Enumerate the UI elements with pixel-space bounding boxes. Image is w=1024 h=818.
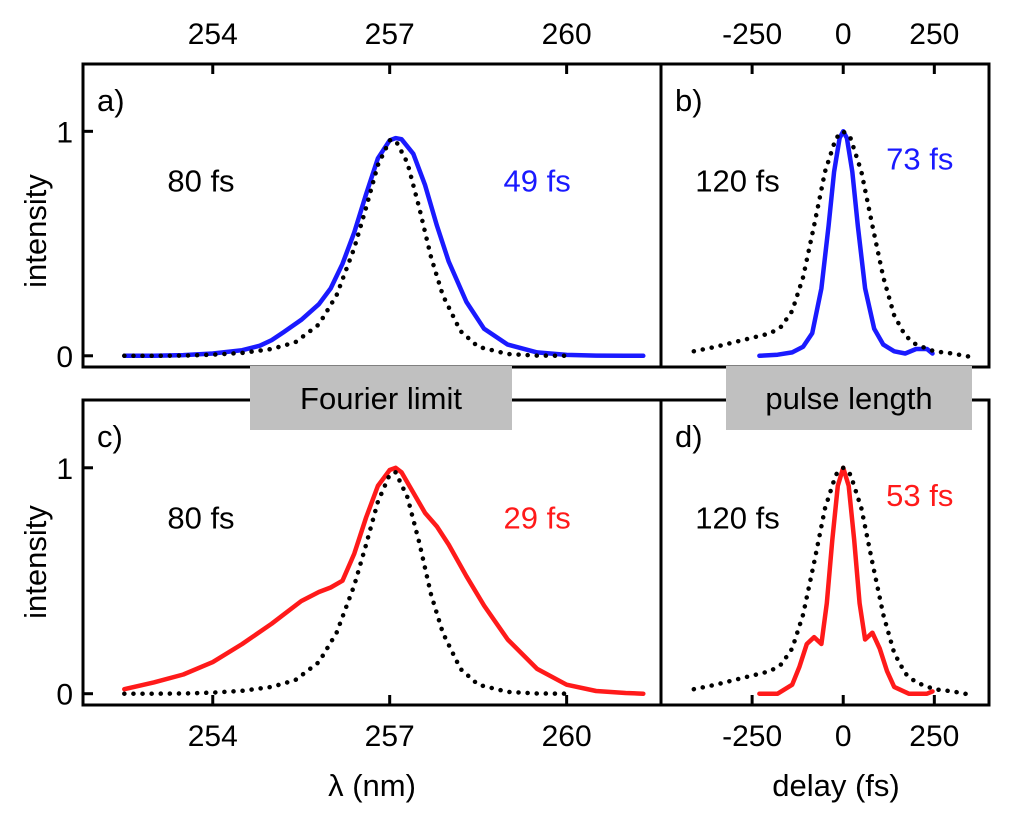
panel-a-x-tick-label: 254 [188, 18, 238, 51]
panel-c-series-solid [122, 465, 646, 696]
panel-b-annotation-1: 120 fs [695, 164, 779, 199]
plots: 254 257 260 0 1 a) 80 fs 49 fs -250 0 250 b) 120 fs 7… [56, 18, 974, 753]
panel-b-annotation-2: 73 fs [886, 141, 953, 176]
panel-c-annotation-1: 80 fs [167, 500, 234, 535]
panel-d-series-solid [757, 465, 935, 696]
panel-d-x-tick-label: 0 [835, 720, 852, 753]
panel-d-annotation-2: 53 fs [886, 478, 953, 513]
panel-c-series-dotted [122, 470, 569, 696]
panel-a-frame [81, 62, 663, 369]
panel-b-x-tick-label: -250 [722, 18, 782, 51]
panel-a-annotation-1: 80 fs [167, 164, 234, 199]
panel-a-x-tick-label: 257 [365, 18, 415, 51]
panel-b-label: b) [675, 83, 703, 118]
panel-d-x-tick-label: -250 [722, 720, 782, 753]
panel-a-y-tick-label: 1 [56, 116, 73, 149]
panel-a-series-solid [122, 135, 646, 359]
panel-c-label: c) [97, 419, 123, 454]
panel-c-x-tick-label: 254 [188, 720, 238, 753]
panel-c-annotation-2: 29 fs [504, 500, 571, 535]
panel-b-x-tick-label: 250 [909, 18, 959, 51]
y-axis-title-bottom: intensity [18, 505, 53, 619]
panel-a-annotation-2: 49 fs [504, 164, 571, 199]
y-axis-title-top: intensity [18, 174, 53, 288]
panel-b-frame [659, 62, 991, 369]
fourier-limit-label: Fourier limit [300, 381, 462, 416]
panel-c-x-tick-label: 260 [542, 720, 592, 753]
fourier-limit-box: Fourier limit [250, 366, 512, 430]
panel-a-x-tick-label: 260 [542, 18, 592, 51]
x-axis-title-lambda: λ (nm) [328, 768, 416, 803]
panel-d-label: d) [675, 419, 703, 454]
panel-a-y-tick-label: 0 [56, 341, 73, 374]
panel-c-x-tick-label: 257 [365, 720, 415, 753]
panel-b-series-solid [757, 129, 935, 359]
panel-d-x-tick-label: 250 [909, 720, 959, 753]
panel-c-y-tick-label: 1 [56, 453, 73, 486]
pulse-length-box: pulse length [726, 366, 972, 430]
panel-a-label: a) [97, 83, 125, 118]
pulse-length-label: pulse length [765, 381, 932, 416]
panel-b-x-tick-label: 0 [835, 18, 852, 51]
panel-c-y-tick-label: 0 [56, 679, 73, 712]
panel-d-annotation-1: 120 fs [695, 500, 779, 535]
panel-a-series-dotted [122, 138, 569, 359]
panel-c-frame [81, 398, 663, 707]
panel-d-frame [659, 398, 991, 707]
x-axis-title-delay: delay (fs) [772, 768, 899, 803]
